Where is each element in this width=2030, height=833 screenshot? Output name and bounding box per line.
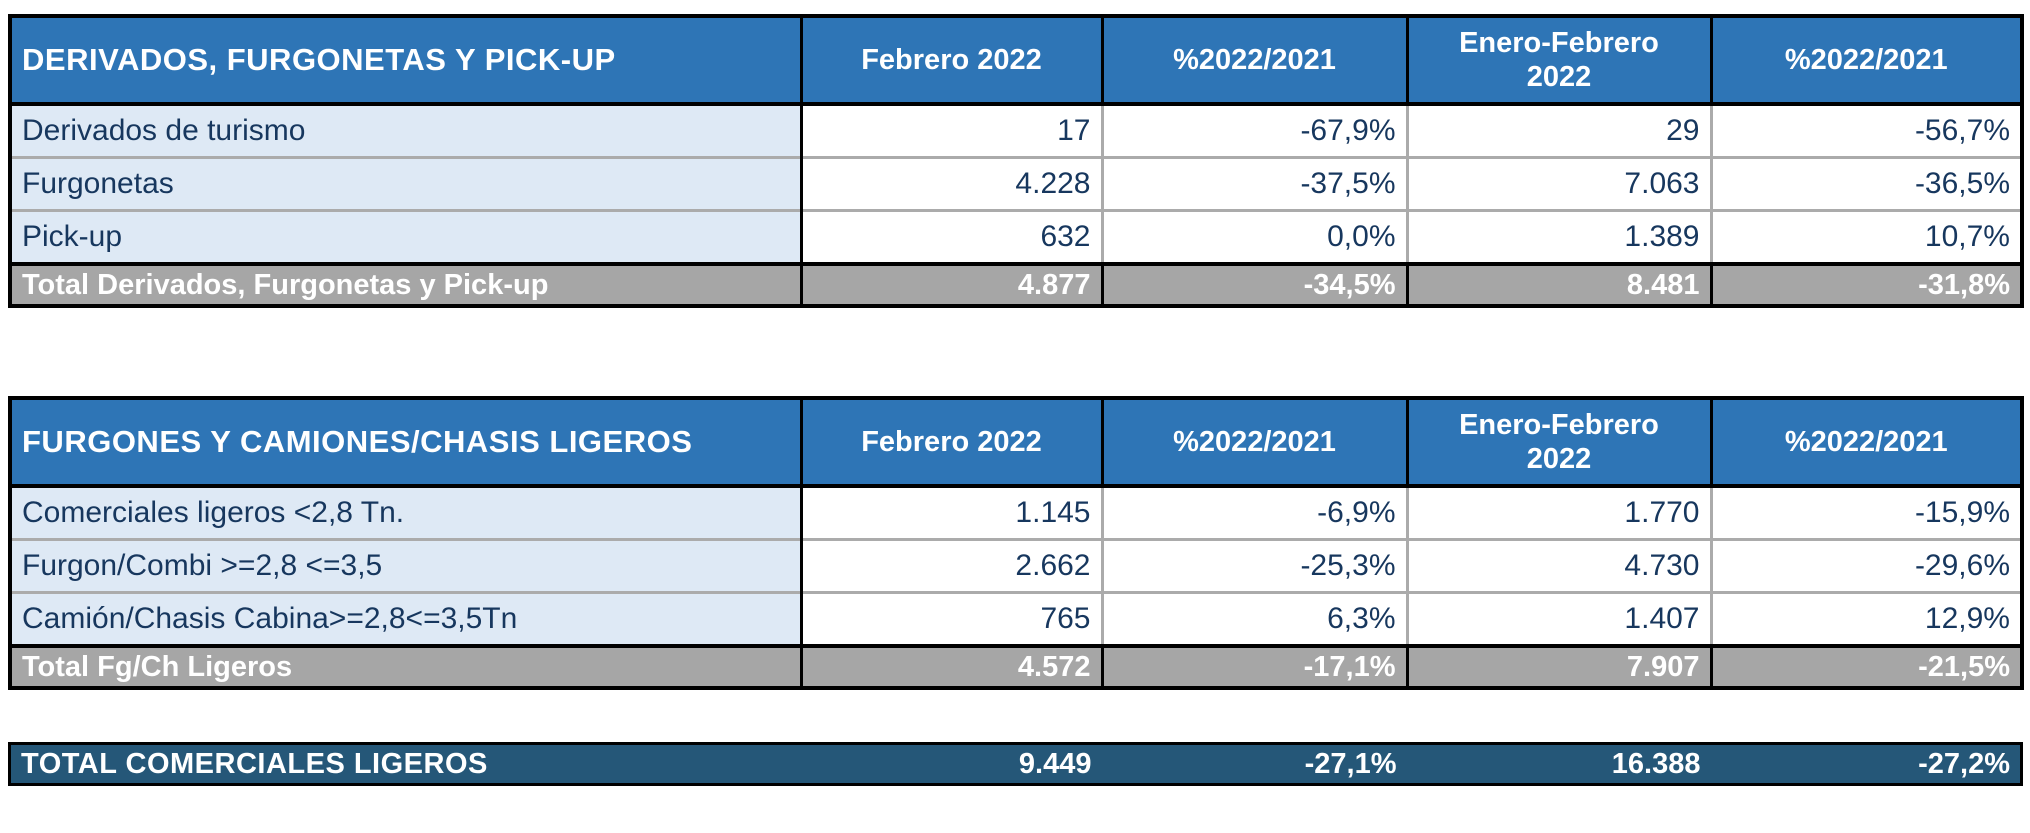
col-header-pct-ytd: %2022/2021 — [1709, 16, 2022, 106]
col-header-pct-month: %2022/2021 — [1100, 398, 1407, 488]
cell-value: -15,9% — [1709, 486, 2022, 540]
table-row-comerciales-ligeros: Comerciales ligeros <2,8 Tn. 1.145 -6,9%… — [10, 486, 2022, 540]
cell-value: 1.770 — [1405, 486, 1711, 540]
row-label: Pick-up — [10, 209, 803, 264]
total-cell-value: -21,5% — [1709, 644, 2022, 688]
col-header-febrero-2022: Febrero 2022 — [799, 16, 1102, 106]
cell-value: -67,9% — [1100, 104, 1407, 158]
cell-value: 632 — [799, 209, 1102, 264]
derivados-header-row: DERIVADOS, FURGONETAS Y PICK-UP Febrero … — [10, 16, 2022, 106]
total-cell-value: 7.907 — [1405, 644, 1711, 688]
col-header-label: Enero-Febrero 2022 — [1459, 408, 1659, 475]
total-row-label: Total Derivados, Furgonetas y Pick-up — [10, 262, 803, 306]
table-row-derivados-de-turismo: Derivados de turismo 17 -67,9% 29 -56,7% — [10, 104, 2022, 158]
total-row-label: Total Fg/Ch Ligeros — [10, 644, 803, 688]
total-cell-value: -31,8% — [1709, 262, 2022, 306]
table-row-furgon-combi: Furgon/Combi >=2,8 <=3,5 2.662 -25,3% 4.… — [10, 538, 2022, 593]
total-cell-value: 8.481 — [1405, 262, 1711, 306]
cell-value: 12,9% — [1709, 591, 2022, 646]
col-header-pct-ytd: %2022/2021 — [1709, 398, 2022, 488]
grand-total-bar: TOTAL COMERCIALES LIGEROS 9.449 -27,1% 1… — [8, 742, 2023, 786]
cell-value: -6,9% — [1100, 486, 1407, 540]
cell-value: 6,3% — [1100, 591, 1407, 646]
furgones-total-row: Total Fg/Ch Ligeros 4.572 -17,1% 7.907 -… — [10, 644, 2022, 688]
cell-value: 10,7% — [1709, 209, 2022, 264]
derivados-table-title: DERIVADOS, FURGONETAS Y PICK-UP — [10, 16, 801, 106]
col-header-pct-month: %2022/2021 — [1100, 16, 1407, 106]
cell-value: 17 — [799, 104, 1102, 158]
grand-total-value: -27,2% — [1710, 743, 2022, 785]
cell-value: 1.145 — [799, 486, 1102, 540]
grand-total-row: TOTAL COMERCIALES LIGEROS 9.449 -27,1% 1… — [9, 743, 2022, 785]
cell-value: 4.730 — [1405, 538, 1711, 593]
table-row-pick-up: Pick-up 632 0,0% 1.389 10,7% — [10, 209, 2022, 264]
derivados-table: DERIVADOS, FURGONETAS Y PICK-UP Febrero … — [8, 14, 2024, 308]
col-header-label: %2022/2021 — [1784, 43, 1948, 76]
grand-total-value: -27,1% — [1101, 743, 1407, 785]
col-header-label: %2022/2021 — [1784, 425, 1948, 458]
cell-value: -56,7% — [1709, 104, 2022, 158]
cell-value: -29,6% — [1709, 538, 2022, 593]
total-cell-value: 4.877 — [799, 262, 1102, 306]
cell-value: 1.407 — [1405, 591, 1711, 646]
col-header-label: %2022/2021 — [1173, 425, 1336, 458]
cell-value: 765 — [799, 591, 1102, 646]
table-row-furgonetas: Furgonetas 4.228 -37,5% 7.063 -36,5% — [10, 156, 2022, 211]
grand-total-value: 9.449 — [800, 743, 1102, 785]
furgones-table-title: FURGONES Y CAMIONES/CHASIS LIGEROS — [10, 398, 801, 488]
grand-total-label: TOTAL COMERCIALES LIGEROS — [9, 743, 801, 785]
col-header-febrero-2022: Febrero 2022 — [799, 398, 1102, 488]
row-label: Derivados de turismo — [10, 104, 803, 158]
total-cell-value: -17,1% — [1100, 644, 1407, 688]
furgones-header-row: FURGONES Y CAMIONES/CHASIS LIGEROS Febre… — [10, 398, 2022, 488]
furgones-table: FURGONES Y CAMIONES/CHASIS LIGEROS Febre… — [8, 396, 2024, 690]
cell-value: 0,0% — [1100, 209, 1407, 264]
derivados-total-row: Total Derivados, Furgonetas y Pick-up 4.… — [10, 262, 2022, 306]
grand-total-value: 16.388 — [1406, 743, 1711, 785]
col-header-enero-febrero-2022: Enero-Febrero 2022 — [1405, 16, 1711, 106]
cell-value: 7.063 — [1405, 156, 1711, 211]
row-label: Comerciales ligeros <2,8 Tn. — [10, 486, 803, 540]
col-header-label: Enero-Febrero 2022 — [1459, 26, 1659, 93]
col-header-label: Febrero 2022 — [861, 425, 1042, 458]
table-row-camion-chasis-cabina: Camión/Chasis Cabina>=2,8<=3,5Tn 765 6,3… — [10, 591, 2022, 646]
row-label: Furgonetas — [10, 156, 803, 211]
cell-value: -25,3% — [1100, 538, 1407, 593]
cell-value: 1.389 — [1405, 209, 1711, 264]
row-label: Furgon/Combi >=2,8 <=3,5 — [10, 538, 803, 593]
row-label: Camión/Chasis Cabina>=2,8<=3,5Tn — [10, 591, 803, 646]
cell-value: -37,5% — [1100, 156, 1407, 211]
cell-value: 2.662 — [799, 538, 1102, 593]
cell-value: -36,5% — [1709, 156, 2022, 211]
col-header-label: Febrero 2022 — [861, 43, 1042, 76]
col-header-enero-febrero-2022: Enero-Febrero 2022 — [1405, 398, 1711, 488]
total-cell-value: 4.572 — [799, 644, 1102, 688]
total-cell-value: -34,5% — [1100, 262, 1407, 306]
cell-value: 4.228 — [799, 156, 1102, 211]
cell-value: 29 — [1405, 104, 1711, 158]
col-header-label: %2022/2021 — [1173, 43, 1336, 76]
